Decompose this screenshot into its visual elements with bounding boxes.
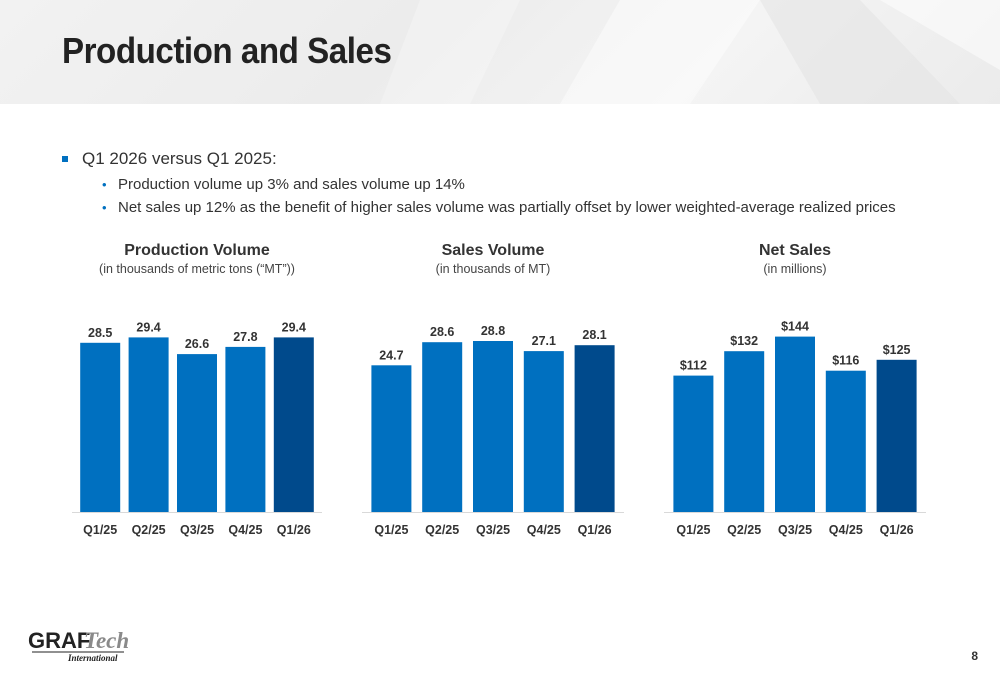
bar-value-label: 29.4	[136, 320, 160, 334]
graftech-logo: GRAF Tech International	[28, 624, 129, 664]
x-tick-label: Q2/25	[727, 523, 761, 537]
bar-value-label: 27.1	[532, 334, 556, 348]
x-tick-label: Q1/25	[374, 523, 408, 537]
bar-value-label: 29.4	[282, 320, 306, 334]
sub-bullet-text: Net sales up 12% as the benefit of highe…	[118, 199, 896, 216]
x-tick-label: Q1/26	[277, 523, 311, 537]
sub-bullet-text: Production volume up 3% and sales volume…	[118, 176, 465, 193]
bar-value-label: 24.7	[379, 348, 403, 362]
bar	[273, 337, 314, 512]
sub-bullet: • Net sales up 12% as the benefit of hig…	[62, 196, 962, 219]
bar-value-label: 28.5	[88, 326, 112, 340]
sales-volume-chart: Sales Volume (in thousands of MT) 24.7 Q1…	[362, 240, 624, 550]
bar	[673, 375, 714, 512]
bar-value-label: 28.1	[582, 328, 606, 342]
chart-subtitle: (in millions)	[763, 262, 827, 276]
bar	[775, 336, 815, 512]
sub-bullet-list: • Production volume up 3% and sales volu…	[62, 173, 962, 219]
chart-title: Net Sales	[758, 242, 832, 259]
sales-volume-plot: 24.7 Q1/25 28.6 Q2/25 28.8 Q3/25 27.1 Q4/25 28.1…	[362, 324, 624, 537]
x-tick-label: Q4/25	[228, 523, 262, 537]
dot-bullet-icon: •	[102, 200, 107, 215]
bar-value-label: $144	[781, 320, 809, 334]
bar	[825, 370, 866, 512]
bar	[80, 342, 121, 512]
graftech-logo-icon: GRAF Tech International	[28, 628, 129, 663]
x-tick-label: Q3/25	[180, 523, 214, 537]
x-tick-label: Q1/26	[880, 523, 914, 537]
bar-value-label: 28.6	[430, 325, 454, 339]
bar	[177, 354, 217, 512]
x-tick-label: Q2/25	[132, 523, 166, 537]
chart-title: Production Volume	[124, 242, 270, 259]
bar	[422, 342, 463, 512]
net-sales-plot: $112 Q1/25 $132 Q2/25 $144 Q3/25 $116 Q4/25 $125…	[664, 320, 926, 537]
chart-subtitle: (in thousands of metric tons (“MT”))	[99, 262, 295, 276]
production-volume-chart: Production Volume (in thousands of metri…	[72, 240, 322, 550]
net-sales-chart: Net Sales (in millions) $112 Q1/25 $132 Q2/…	[664, 240, 926, 550]
page-number: 8	[971, 649, 978, 663]
x-tick-label: Q1/25	[676, 523, 710, 537]
bar-value-label: $116	[832, 354, 859, 368]
x-tick-label: Q4/25	[527, 523, 561, 537]
bar	[371, 365, 412, 512]
header-decoration	[380, 0, 1000, 104]
bullet-main: Q1 2026 versus Q1 2025:	[62, 148, 962, 170]
bar-value-label: $125	[883, 343, 911, 357]
bar-value-label: 27.8	[233, 330, 257, 344]
bar-value-label: 28.8	[481, 324, 505, 338]
x-tick-label: Q3/25	[476, 523, 510, 537]
bar	[876, 359, 917, 512]
x-tick-label: Q1/25	[83, 523, 117, 537]
x-tick-label: Q4/25	[829, 523, 863, 537]
bar	[724, 351, 765, 512]
x-tick-label: Q3/25	[778, 523, 812, 537]
page-title: Production and Sales	[62, 30, 392, 71]
bar-value-label: $132	[730, 334, 758, 348]
logo-word-graf: GRAF	[28, 628, 90, 653]
bar-value-label: $112	[680, 359, 707, 373]
bar	[574, 345, 615, 512]
logo-word-tech: Tech	[84, 628, 128, 653]
bar	[225, 346, 266, 512]
bar	[523, 351, 564, 512]
bar	[473, 341, 513, 512]
chart-subtitle: (in thousands of MT)	[435, 262, 551, 276]
header-band: Production and Sales	[0, 0, 1000, 104]
x-tick-label: Q1/26	[578, 523, 612, 537]
production-volume-plot: 28.5 Q1/25 29.4 Q2/25 26.6 Q3/25 27.8 Q4/25 29.4…	[72, 320, 322, 537]
bar	[128, 337, 169, 512]
chart-title: Sales Volume	[441, 242, 545, 259]
dot-bullet-icon: •	[102, 177, 107, 192]
bullet-list: Q1 2026 versus Q1 2025: • Production vol…	[62, 148, 962, 219]
x-tick-label: Q2/25	[425, 523, 459, 537]
bullet-main-text: Q1 2026 versus Q1 2025:	[82, 149, 277, 168]
sub-bullet: • Production volume up 3% and sales volu…	[62, 173, 962, 196]
square-bullet-icon	[62, 156, 68, 162]
logo-word-international: International	[67, 653, 118, 663]
bar-value-label: 26.6	[185, 337, 209, 351]
